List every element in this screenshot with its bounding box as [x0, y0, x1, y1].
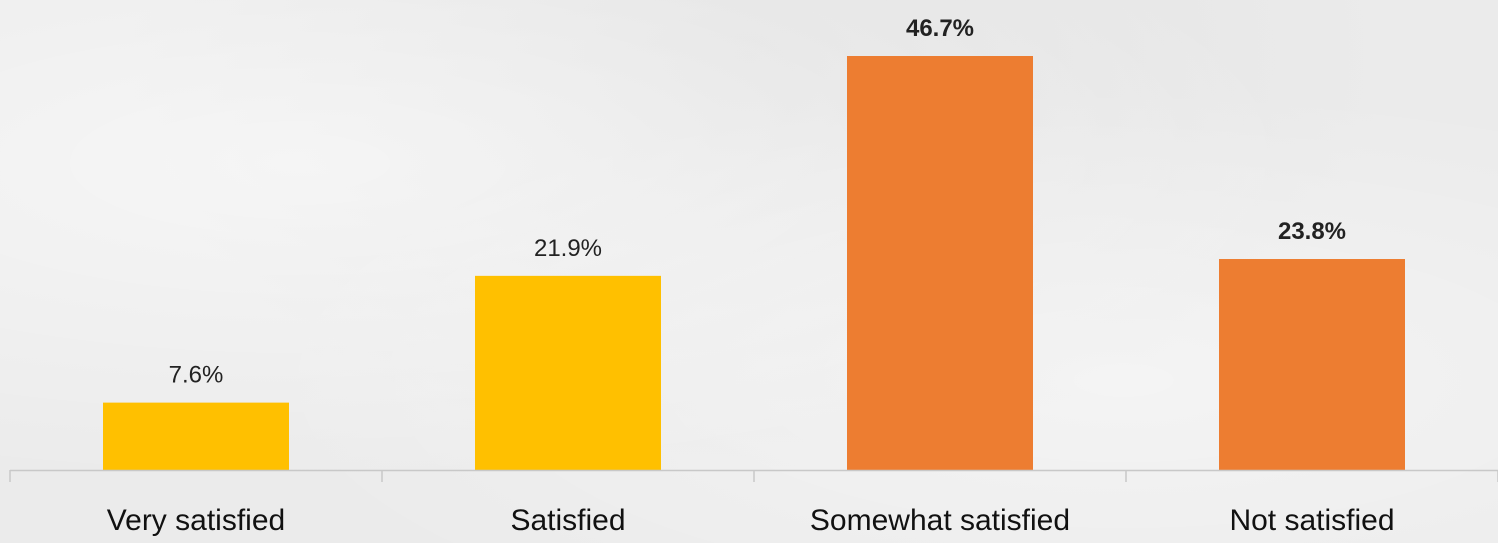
category-label-somewhat-satisfied: Somewhat satisfied [810, 504, 1070, 537]
data-label-not-satisfied: 23.8% [1278, 218, 1346, 245]
category-label-satisfied: Satisfied [510, 504, 625, 537]
data-label-somewhat-satisfied: 46.7% [906, 15, 974, 42]
category-labels: Very satisfied Satisfied Somewhat satisfie… [107, 504, 1395, 537]
data-label-satisfied: 21.9% [534, 235, 602, 262]
bar-somewhat-satisfied [847, 56, 1033, 470]
bar-satisfied [475, 275, 661, 470]
category-label-very-satisfied: Very satisfied [107, 504, 285, 537]
data-label-very-satisfied: 7.6% [169, 362, 224, 389]
data-labels: 7.6% 21.9% 46.7% 23.8% [169, 15, 1346, 389]
x-axis [9, 469, 1498, 482]
bar-not-satisfied [1219, 259, 1405, 470]
category-label-not-satisfied: Not satisfied [1229, 504, 1394, 537]
bar-very-satisfied [103, 402, 289, 470]
bars-layer [103, 56, 1405, 470]
